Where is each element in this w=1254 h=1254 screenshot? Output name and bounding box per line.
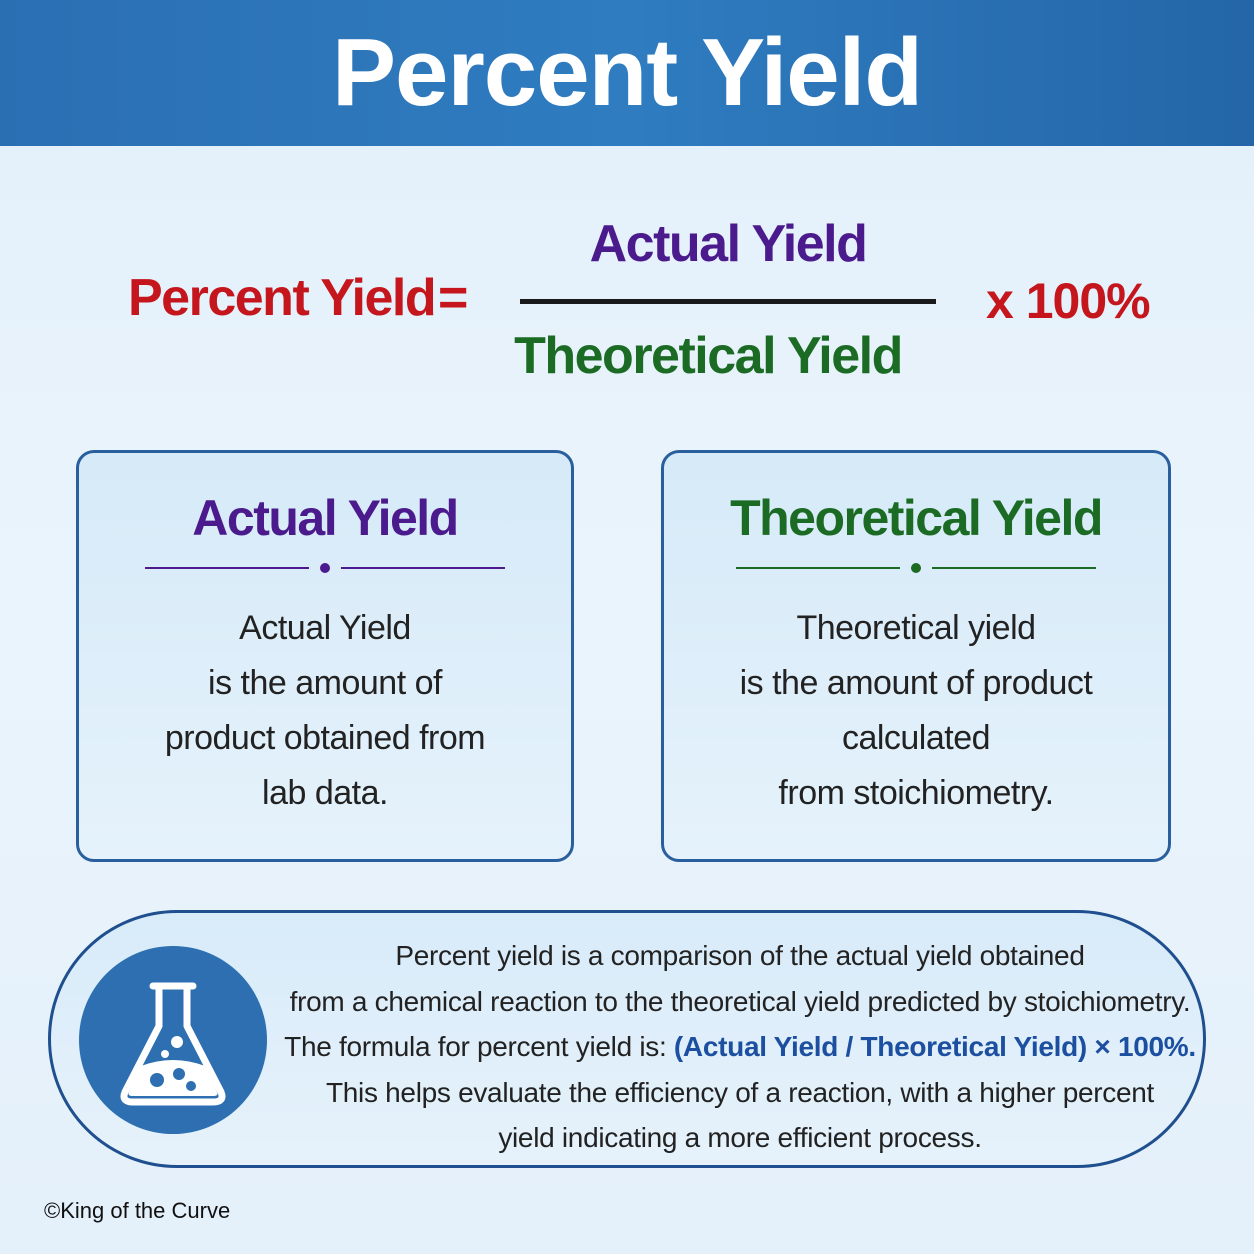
desc-line: product obtained from	[164, 719, 486, 757]
actual-yield-card: Actual Yield Actual Yield is the amount …	[76, 450, 574, 862]
desc-line: is the amount of	[208, 664, 442, 702]
desc-line: lab data.	[262, 774, 388, 812]
summary-formula-highlight: (Actual Yield / Theoretical Yield) × 100…	[673, 1031, 1196, 1062]
summary-text: Percent yield is a comparison of the act…	[281, 933, 1199, 1161]
theoretical-yield-description: Theoretical yield is the amount of produ…	[664, 601, 1168, 821]
page-title: Percent Yield	[332, 19, 923, 126]
formula-numerator: Actual Yield	[589, 215, 868, 273]
theoretical-yield-heading: Theoretical Yield	[730, 490, 1103, 546]
formula-denominator: Theoretical Yield	[514, 327, 903, 385]
summary-line-prefix: The formula for percent yield is:	[284, 1031, 674, 1062]
fraction-bar	[520, 299, 936, 304]
formula-lhs: Percent Yield	[128, 269, 437, 327]
desc-line: calculated	[841, 719, 991, 757]
summary-line: Percent yield is a comparison of the act…	[395, 940, 1085, 971]
flask-icon	[79, 946, 267, 1134]
actual-yield-heading: Actual Yield	[192, 490, 459, 546]
desc-line: Theoretical yield	[796, 609, 1036, 647]
theoretical-yield-divider	[736, 561, 1096, 575]
summary-line: yield indicating a more efficient proces…	[498, 1122, 982, 1153]
title-banner: Percent Yield	[0, 0, 1254, 146]
formula-equals: =	[438, 269, 469, 327]
summary-line: The formula for percent yield is: (Actua…	[281, 1024, 1199, 1070]
desc-line: Actual Yield	[239, 609, 411, 647]
copyright-footer: ©King of the Curve	[44, 1198, 231, 1223]
summary-line: from a chemical reaction to the theoreti…	[289, 985, 1191, 1017]
percent-yield-formula: Percent Yield = Actual Yield Theoretical…	[0, 0, 1254, 420]
actual-yield-divider	[145, 561, 505, 575]
actual-yield-description: Actual Yield is the amount of product ob…	[79, 601, 571, 821]
summary-panel: Percent yield is a comparison of the act…	[48, 910, 1206, 1168]
desc-line: is the amount of product	[739, 664, 1093, 702]
theoretical-yield-card: Theoretical Yield Theoretical yield is t…	[661, 450, 1171, 862]
desc-line: from stoichiometry.	[778, 774, 1054, 812]
formula-multiplier: x 100%	[986, 273, 1151, 329]
summary-line: This helps evaluate the efficiency of a …	[325, 1076, 1154, 1108]
